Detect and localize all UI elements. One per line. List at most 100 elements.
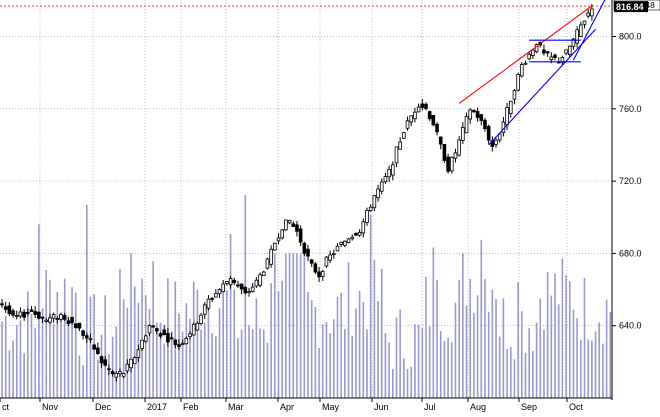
candle-body [140,339,144,349]
candle-body [449,156,454,172]
candle-body [376,188,380,199]
candle-body [553,54,557,58]
candle-body [527,53,532,60]
x-tick-label: Apr [280,402,294,412]
x-tick-label: Nov [42,402,59,412]
candle-body [416,106,421,113]
candle-body [531,49,535,56]
x-tick-label: May [322,402,340,412]
candle-body [26,311,30,314]
candle-body [424,103,428,110]
x-tick-label: Oct [569,402,584,412]
candle-body [37,311,41,319]
candle-body [472,109,476,113]
candle-body [173,339,178,345]
candle-body [350,236,355,240]
candle-body [29,309,34,313]
candle-body [505,107,509,126]
candle-body [343,240,347,246]
candle-body [66,320,71,325]
candle-body [435,123,439,133]
candle-body [99,356,104,364]
candle-body [383,176,388,183]
candle-body [508,100,513,114]
candle-body [103,359,108,366]
candle-body [92,344,96,350]
candle-body [494,139,498,145]
candle-body [48,317,52,323]
candle-body [110,371,115,375]
candle-body [339,241,343,245]
candle-body [413,111,417,120]
candle-body [114,373,119,378]
candle-body [70,316,74,324]
trendlines [458,0,606,146]
candle-body [317,271,321,278]
candle-body [155,328,159,332]
candle-body [284,219,288,231]
candle-body [390,164,395,176]
x-tick-label: ct [2,402,10,412]
candle-body [18,311,23,317]
candle-body [287,220,292,224]
candle-body [258,274,262,286]
candle-body [446,156,450,172]
candle-body [453,152,458,159]
candle-body [250,286,255,293]
candle-body [40,316,45,319]
candle-body [582,20,587,25]
candle-body [479,114,484,122]
candle-body [405,120,410,129]
candle-body [324,256,329,267]
candle-body [84,335,89,339]
candle-body [461,127,465,141]
candle-body [438,136,443,145]
candle-body [125,363,130,372]
candle-body [427,111,432,120]
candle-body [564,49,568,54]
candle-body [62,315,67,320]
candle-body [357,231,362,236]
candle-body [3,306,8,310]
x-tick-label: Feb [183,402,199,412]
candle-body [162,329,167,335]
candle-body [457,139,461,156]
candle-body [107,368,111,371]
candle-body [365,209,369,223]
candle-body [243,286,248,294]
candle-body [158,333,163,337]
x-tick-label: Jul [424,402,436,412]
candle-body [306,248,310,257]
candle-body [402,132,406,139]
candle-body [177,344,181,347]
candle-body [431,114,436,126]
trendline [458,5,593,104]
x-tick-label: Mar [228,402,244,412]
candle-body [0,303,4,306]
candle-body [166,332,170,343]
candle-body [361,221,366,234]
candle-body [346,238,351,244]
candle-body [22,311,26,318]
candle-body [188,333,192,337]
candle-body [254,279,259,287]
candle-body [232,279,237,284]
candle-body [545,51,550,54]
candle-body [302,243,307,254]
candle-body [44,319,49,322]
candle-body [516,74,520,91]
candle-body [269,248,273,265]
candle-body [309,259,314,264]
y-tick-label: 760.0 [619,104,642,114]
candle-body [442,144,447,162]
candle-body [276,237,281,242]
candle-body [14,315,19,317]
candle-body [335,245,340,252]
candle-body [96,347,100,355]
candle-body [464,116,469,134]
candle-body [387,168,391,178]
candle-body [549,56,554,60]
candle-body [77,322,82,329]
candle-body [136,349,141,358]
